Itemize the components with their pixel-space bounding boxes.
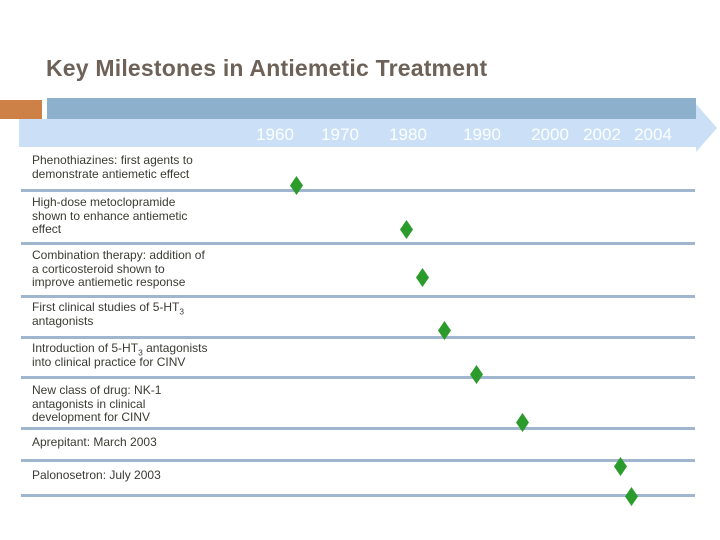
milestone-text-palonosetron: Palonosetron: July 2003: [32, 468, 161, 482]
row-separator: [21, 295, 695, 298]
milestone-text-5ht3-studies: First clinical studies of 5-HT3 antagoni…: [32, 300, 244, 328]
milestone-text-aprepitant: Aprepitant: March 2003: [32, 435, 157, 449]
row-separator: [21, 494, 695, 497]
row-separator: [21, 242, 695, 245]
row-separator: [21, 189, 695, 192]
milestone-diamond-icon: [290, 176, 303, 195]
year-label-2004: 2004: [634, 125, 672, 144]
orange-accent-block: [0, 100, 42, 119]
year-label-2000: 2000: [531, 125, 569, 144]
year-label-1960: 1960: [256, 125, 294, 144]
year-label-2002: 2002: [583, 125, 621, 144]
row-separator: [21, 336, 695, 339]
milestone-diamond-icon: [470, 365, 483, 384]
subscript-3: 3: [179, 306, 185, 317]
milestone-diamond-icon: [438, 321, 451, 340]
milestone-text-part: First clinical studies of 5-HT: [32, 300, 180, 314]
year-label-1970: 1970: [321, 125, 359, 144]
timeline-arrowhead-icon: [696, 104, 717, 152]
milestone-text-part: Introduction of 5-HT: [32, 341, 139, 355]
milestone-diamond-icon: [614, 457, 627, 476]
milestone-diamond-icon: [400, 220, 413, 239]
milestone-text-part: antagonists: [32, 313, 94, 328]
row-separator: [21, 459, 695, 462]
row-separator: [21, 376, 695, 379]
subscript-3: 3: [138, 347, 143, 358]
year-label-1980: 1980: [389, 125, 427, 144]
milestone-diamond-icon: [516, 413, 529, 432]
milestone-text-metoclopramide: High-dose metoclopramide shown to enhanc…: [32, 195, 188, 236]
slide-title: Key Milestones in Antiemetic Treatment: [46, 55, 488, 81]
timeline-band-light: [19, 119, 696, 147]
milestone-diamond-icon: [625, 487, 638, 506]
timeline-band-dark: [47, 98, 696, 119]
milestone-text-nk1: New class of drug: NK-1 antagonists in c…: [32, 383, 162, 424]
milestone-text-5ht3-practice: Introduction of 5-HT3 antagonists into c…: [32, 341, 244, 369]
milestone-text-phenothiazines: Phenothiazines: first agents to demonstr…: [32, 153, 193, 181]
milestone-text-part: antagonists into clinical practice for C…: [32, 341, 208, 369]
milestone-text-combination-therapy: Combination therapy: addition of a corti…: [32, 248, 205, 289]
year-label-1990: 1990: [463, 125, 501, 144]
row-separator: [21, 427, 695, 430]
milestone-diamond-icon: [416, 268, 429, 287]
